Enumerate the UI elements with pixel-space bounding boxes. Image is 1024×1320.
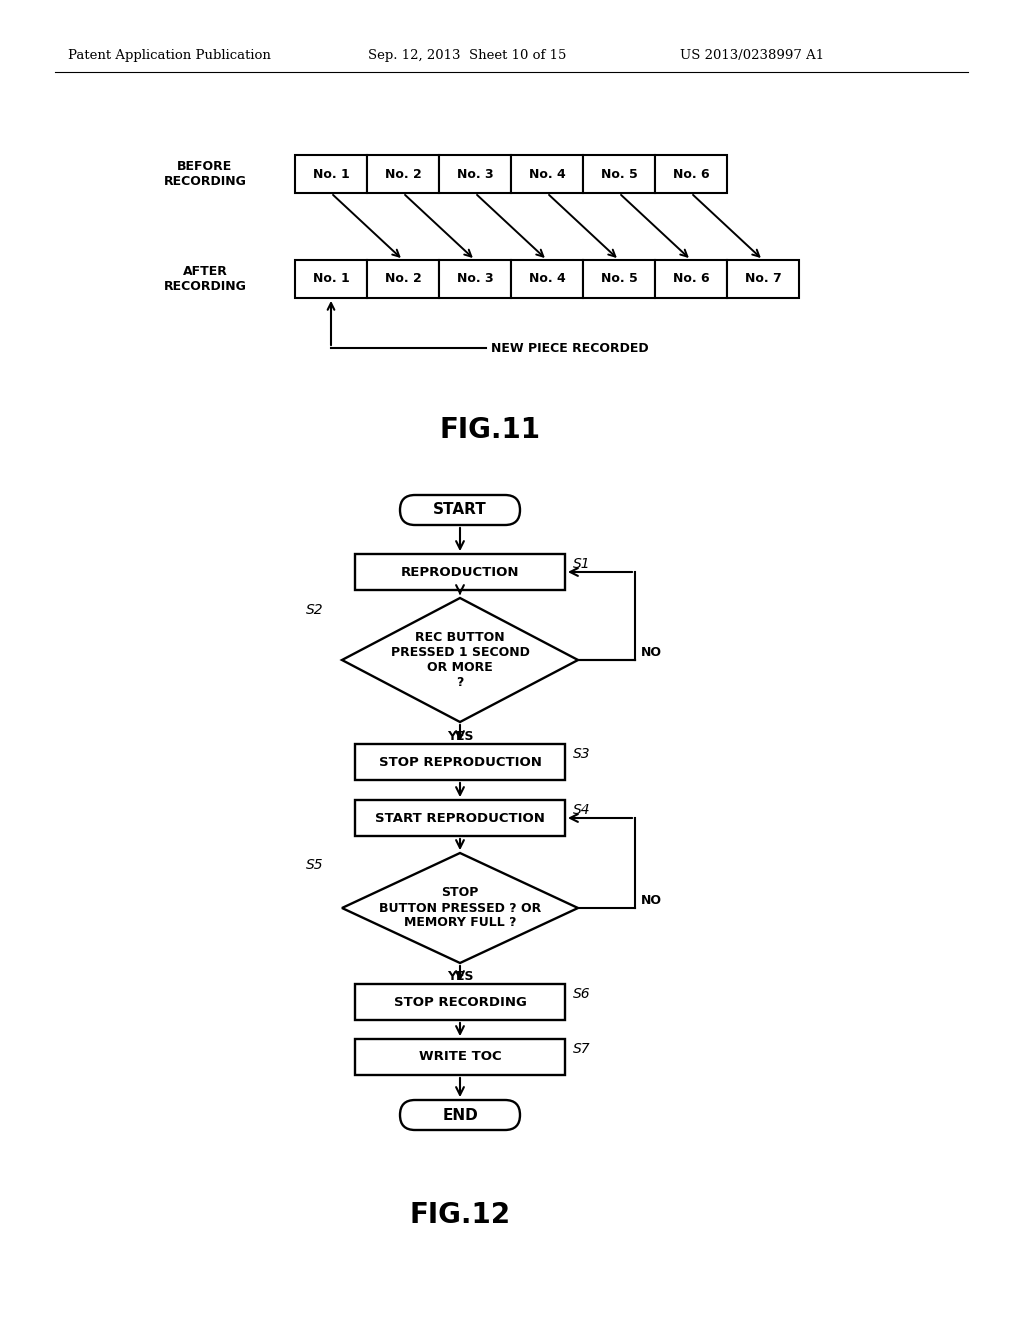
Text: No. 4: No. 4	[528, 168, 565, 181]
FancyBboxPatch shape	[400, 495, 520, 525]
Bar	[367, 154, 439, 193]
Bar	[355, 1039, 565, 1074]
Text: S7: S7	[573, 1041, 591, 1056]
Text: No. 5: No. 5	[601, 272, 637, 285]
Text: Patent Application Publication: Patent Application Publication	[68, 49, 271, 62]
Text: No. 3: No. 3	[457, 168, 494, 181]
Text: No. 1: No. 1	[312, 168, 349, 181]
Text: REC BUTTON
PRESSED 1 SECOND
OR MORE
?: REC BUTTON PRESSED 1 SECOND OR MORE ?	[390, 631, 529, 689]
Text: No. 2: No. 2	[385, 272, 421, 285]
Polygon shape	[342, 598, 578, 722]
Text: S4: S4	[573, 803, 591, 817]
Text: FIG.12: FIG.12	[410, 1201, 511, 1229]
Text: S6: S6	[573, 987, 591, 1001]
Bar	[511, 260, 583, 298]
Text: S1: S1	[573, 557, 591, 572]
Bar	[367, 260, 439, 298]
Text: STOP
BUTTON PRESSED ? OR
MEMORY FULL ?: STOP BUTTON PRESSED ? OR MEMORY FULL ?	[379, 887, 541, 929]
Text: No. 3: No. 3	[457, 272, 494, 285]
Text: No. 4: No. 4	[528, 272, 565, 285]
Bar	[355, 744, 565, 780]
Text: FIG.11: FIG.11	[439, 416, 541, 444]
Text: START: START	[433, 503, 486, 517]
Text: AFTER
RECORDING: AFTER RECORDING	[164, 265, 247, 293]
Text: Sep. 12, 2013  Sheet 10 of 15: Sep. 12, 2013 Sheet 10 of 15	[368, 49, 566, 62]
Bar	[355, 554, 565, 590]
Text: US 2013/0238997 A1: US 2013/0238997 A1	[680, 49, 824, 62]
Bar	[355, 800, 565, 836]
Text: START REPRODUCTION: START REPRODUCTION	[375, 812, 545, 825]
Text: REPRODUCTION: REPRODUCTION	[400, 565, 519, 578]
Text: No. 5: No. 5	[601, 168, 637, 181]
Text: STOP REPRODUCTION: STOP REPRODUCTION	[379, 755, 542, 768]
Bar	[583, 154, 655, 193]
Text: No. 1: No. 1	[312, 272, 349, 285]
Text: YES: YES	[446, 730, 473, 742]
Text: WRITE TOC: WRITE TOC	[419, 1051, 502, 1064]
Bar	[295, 154, 367, 193]
Text: BEFORE
RECORDING: BEFORE RECORDING	[164, 160, 247, 187]
Bar	[355, 983, 565, 1020]
Text: No. 2: No. 2	[385, 168, 421, 181]
Bar	[439, 154, 511, 193]
Text: No. 6: No. 6	[673, 168, 710, 181]
Bar	[655, 154, 727, 193]
Polygon shape	[342, 853, 578, 964]
Text: S2: S2	[306, 603, 324, 616]
Text: STOP RECORDING: STOP RECORDING	[393, 995, 526, 1008]
Text: S5: S5	[306, 858, 324, 873]
Bar	[511, 154, 583, 193]
Bar	[295, 260, 367, 298]
FancyBboxPatch shape	[400, 1100, 520, 1130]
Text: No. 7: No. 7	[744, 272, 781, 285]
Text: S3: S3	[573, 747, 591, 762]
Bar	[655, 260, 727, 298]
Bar	[727, 260, 799, 298]
Text: NEW PIECE RECORDED: NEW PIECE RECORDED	[490, 342, 648, 355]
Bar	[583, 260, 655, 298]
Text: YES: YES	[446, 970, 473, 983]
Text: No. 6: No. 6	[673, 272, 710, 285]
Text: NO: NO	[641, 894, 662, 907]
Text: NO: NO	[641, 645, 662, 659]
Text: END: END	[442, 1107, 478, 1122]
Bar	[439, 260, 511, 298]
